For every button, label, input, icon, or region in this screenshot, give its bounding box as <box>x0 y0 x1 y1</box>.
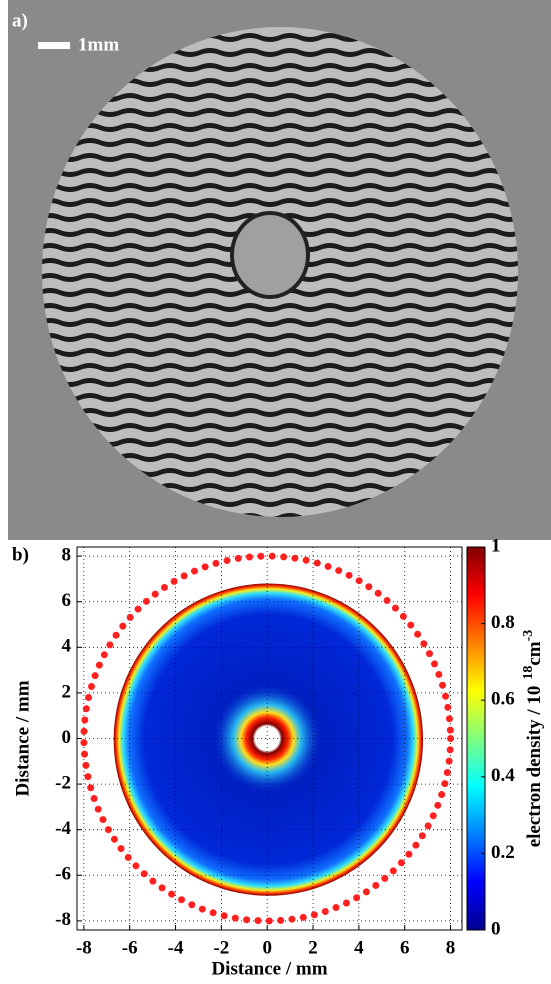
x-tick-label: 2 <box>308 937 318 958</box>
panel-a: a) 1mm <box>8 0 551 540</box>
scale-bar-label: 1mm <box>78 34 119 55</box>
y-tick-label: 8 <box>62 544 72 565</box>
y-tick-label: 0 <box>62 727 72 748</box>
colorbar-label-part: cm <box>524 641 545 665</box>
colorbar-label-part: -3 <box>521 630 536 642</box>
y-tick-label: 4 <box>62 636 72 657</box>
colorbar-tick-label: 0.4 <box>491 765 515 786</box>
y-axis-label: Distance / mm <box>12 680 33 796</box>
colorbar-tick-label: 0 <box>491 918 501 939</box>
scale-bar <box>38 42 70 49</box>
y-tick-label: -4 <box>55 818 71 839</box>
colorbar-tick-label: 1 <box>491 535 501 556</box>
colorbar-label: electron density / 10 18cm-3 <box>521 630 545 848</box>
x-tick-label: 0 <box>262 937 272 958</box>
density-core <box>212 683 323 794</box>
x-tick-label: 8 <box>446 937 456 958</box>
colorbar-label-part: 18 <box>521 666 536 680</box>
colorbar-tick-label: 0.2 <box>491 842 515 863</box>
colorbar <box>466 546 486 931</box>
x-axis-label: Distance / mm <box>211 958 327 979</box>
panel-label: a) <box>12 10 28 31</box>
x-tick-label: 4 <box>354 937 364 958</box>
y-tick-label: -2 <box>55 772 71 793</box>
y-tick-label: 2 <box>62 681 72 702</box>
x-tick-label: -4 <box>168 937 184 958</box>
panel-label: b) <box>12 544 29 565</box>
x-tick-label: -6 <box>122 937 138 958</box>
x-tick-label: 6 <box>400 937 410 958</box>
colorbar-tick-label: 0.8 <box>491 612 515 633</box>
reference-circle <box>80 552 455 925</box>
x-tick-label: -8 <box>76 937 92 958</box>
interferogram-center <box>230 211 310 299</box>
x-tick-label: -2 <box>213 937 229 958</box>
colorbar-label-part: electron density / 10 <box>524 686 545 848</box>
y-tick-label: -6 <box>55 864 71 885</box>
colorbar-tick-label: 0.6 <box>491 689 515 710</box>
y-tick-label: 6 <box>62 590 72 611</box>
y-tick-label: -8 <box>55 909 71 930</box>
